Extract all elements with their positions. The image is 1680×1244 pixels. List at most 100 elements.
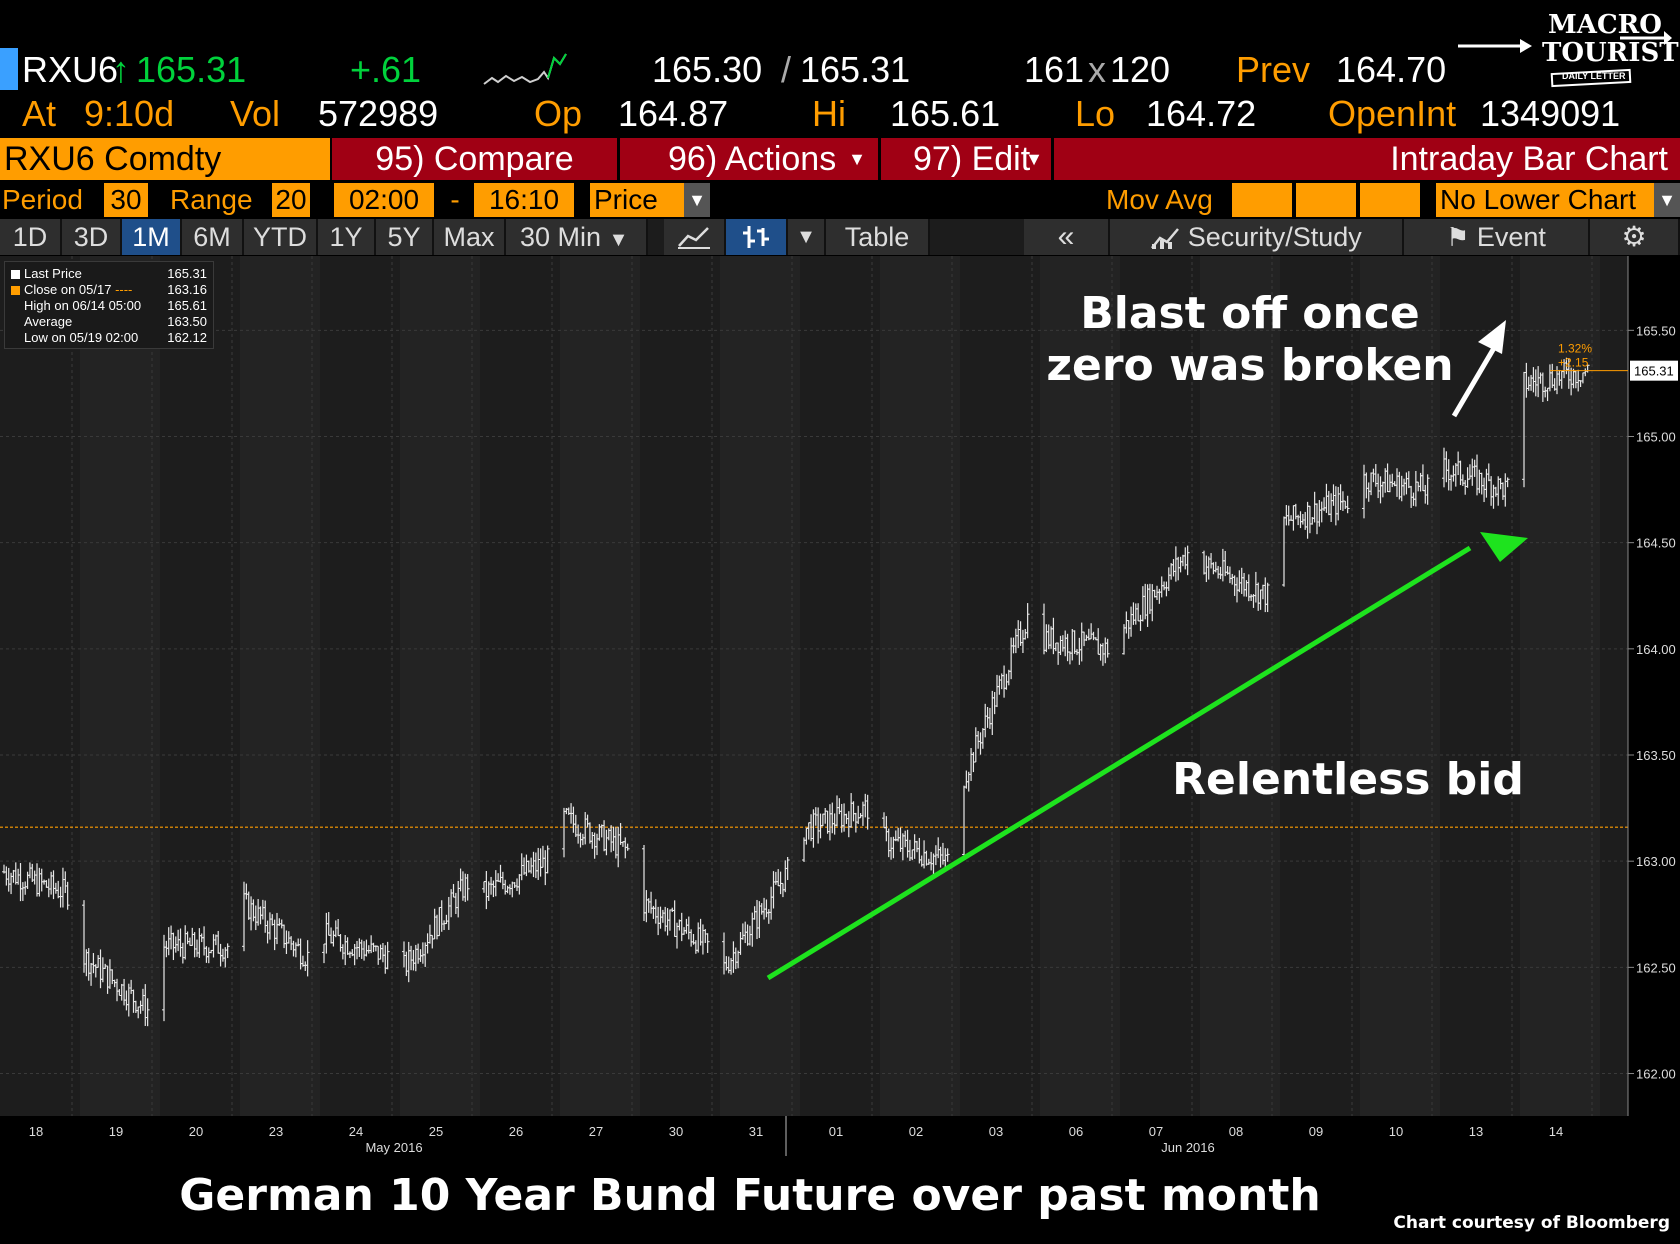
- y-tick-label: 163.00: [1636, 854, 1676, 869]
- legend-close-value: 163.16: [167, 282, 207, 297]
- at-value: 9:10d: [84, 93, 175, 134]
- collapse-icon[interactable]: «: [1024, 219, 1110, 255]
- y-tick-label: 162.50: [1636, 960, 1676, 975]
- x-tick-label: 18: [29, 1124, 43, 1139]
- tab-3d[interactable]: 3D: [62, 219, 122, 255]
- up-arrow-icon: ↑: [112, 49, 130, 90]
- day-band: [1520, 256, 1600, 1116]
- actions-button[interactable]: 96) Actions ▼: [620, 138, 878, 180]
- x-tick-label: 06: [1069, 1124, 1083, 1139]
- average-marker-icon: [11, 318, 20, 327]
- tab-1y[interactable]: 1Y: [318, 219, 376, 255]
- event-button[interactable]: ⚑ Event: [1404, 219, 1590, 255]
- event-label: Event: [1476, 222, 1546, 252]
- mov-avg-input-1[interactable]: [1232, 183, 1292, 217]
- high-value: 165.61: [890, 93, 1001, 134]
- x-tick-label: 14: [1549, 1124, 1563, 1139]
- x-tick-label: 13: [1469, 1124, 1483, 1139]
- logo-arrows-icon: [1458, 31, 1672, 88]
- y-tick-label: 163.50: [1636, 748, 1676, 763]
- x-tick-label: 10: [1389, 1124, 1403, 1139]
- month-label-jun: Jun 2016: [1161, 1140, 1215, 1155]
- day-band: [880, 256, 960, 1116]
- close-swatch: [11, 286, 20, 296]
- lower-chart-dropdown-icon[interactable]: ▼: [1654, 183, 1680, 217]
- green-trend-arrow-shaft: [766, 545, 1472, 981]
- x-tick-label: 27: [589, 1124, 603, 1139]
- bid-price: 165.30: [652, 49, 763, 90]
- annotation-blast-line2: zero was broken: [1046, 340, 1453, 391]
- logo-line3: DAILY LETTER: [1562, 71, 1626, 81]
- y-tick-label: 165.50: [1636, 323, 1676, 338]
- tab-5y[interactable]: 5Y: [376, 219, 434, 255]
- table-button[interactable]: Table: [826, 219, 930, 255]
- tab-1d[interactable]: 1D: [0, 219, 62, 255]
- macro-tourist-logo: MACRO TOURIST DAILY LETTER: [1456, 8, 1679, 88]
- low-marker-icon: [11, 334, 20, 343]
- chart-caption: German 10 Year Bund Future over past mon…: [179, 1170, 1321, 1221]
- high-label: Hi: [812, 93, 846, 134]
- x-tick-label: 07: [1149, 1124, 1163, 1139]
- legend-avg-label: Average: [24, 314, 73, 329]
- x-tick-label: 31: [749, 1124, 763, 1139]
- day-band: [1040, 256, 1120, 1116]
- range-input[interactable]: 20: [272, 183, 310, 217]
- tab-6m[interactable]: 6M: [182, 219, 244, 255]
- day-band: [560, 256, 640, 1116]
- open-value: 164.87: [618, 93, 729, 134]
- interval-select[interactable]: 30 Min ▼: [506, 219, 648, 255]
- legend-close-label: Close on 05/17: [24, 282, 112, 297]
- prev-label: Prev: [1236, 49, 1311, 90]
- chart-type-dropdown-icon[interactable]: ▼: [788, 219, 826, 255]
- ticker-symbol[interactable]: RXU6: [22, 49, 119, 90]
- month-label-may: May 2016: [365, 1140, 422, 1155]
- tab-ytd[interactable]: YTD: [244, 219, 318, 255]
- price-chart[interactable]: 165.50 165.00 164.50 164.00 163.50 163.00 162.…: [0, 256, 1680, 1156]
- grid: [0, 256, 1628, 1116]
- price-bars: [2, 357, 1590, 1027]
- field-select[interactable]: Price: [590, 183, 684, 217]
- mov-avg-input-2[interactable]: [1296, 183, 1356, 217]
- annotation-relentless-bid: Relentless bid: [1172, 754, 1524, 805]
- low-label: Lo: [1075, 93, 1116, 134]
- start-time-input[interactable]: 02:00: [334, 183, 434, 217]
- end-time-input[interactable]: 16:10: [474, 183, 574, 217]
- line-chart-icon[interactable]: [664, 219, 726, 255]
- gear-icon[interactable]: ⚙: [1590, 219, 1680, 255]
- chevron-down-icon: ▼: [848, 149, 866, 169]
- last-price-tag-label: 165.31: [1634, 364, 1674, 379]
- mov-avg-label: Mov Avg: [1106, 184, 1213, 215]
- field-dropdown-icon[interactable]: ▼: [684, 183, 710, 217]
- flag-icon: ⚑: [1446, 222, 1470, 252]
- security-field[interactable]: RXU6 Comdty: [0, 138, 330, 180]
- size-separator: x: [1088, 49, 1106, 90]
- at-label: At: [22, 93, 57, 134]
- x-tick-label: 09: [1309, 1124, 1323, 1139]
- chart-legend[interactable]: Last Price 165.31 Close on 05/17 ---- 163.…: [4, 261, 214, 349]
- x-tick-label: 01: [829, 1124, 843, 1139]
- compare-button[interactable]: 95) Compare: [332, 138, 617, 180]
- bar-chart-icon[interactable]: [726, 219, 788, 255]
- last-price: 165.31: [136, 49, 247, 90]
- edit-button[interactable]: 97) Edit ▼: [881, 138, 1051, 180]
- tab-max[interactable]: Max: [434, 219, 506, 255]
- tab-1m[interactable]: 1M: [122, 219, 182, 255]
- openint-value: 1349091: [1480, 93, 1621, 134]
- legend-low-value: 162.12: [167, 330, 207, 345]
- ask-size: 120: [1110, 49, 1171, 90]
- day-band: [1360, 256, 1440, 1116]
- last-price-swatch: [11, 270, 20, 280]
- period-input[interactable]: 30: [104, 183, 148, 217]
- mov-avg-input-3[interactable]: [1360, 183, 1420, 217]
- low-value: 164.72: [1146, 93, 1257, 134]
- last-price-tag: [1630, 360, 1678, 381]
- study-icon: [1151, 228, 1180, 249]
- function-title: Intraday Bar Chart: [1054, 138, 1680, 180]
- day-band: [80, 256, 160, 1116]
- security-study-button[interactable]: Security/Study: [1110, 219, 1404, 255]
- x-tick-label: 02: [909, 1124, 923, 1139]
- period-label: Period: [2, 184, 83, 215]
- interval-label: 30 Min: [520, 222, 602, 252]
- lower-chart-select[interactable]: No Lower Chart: [1436, 183, 1654, 217]
